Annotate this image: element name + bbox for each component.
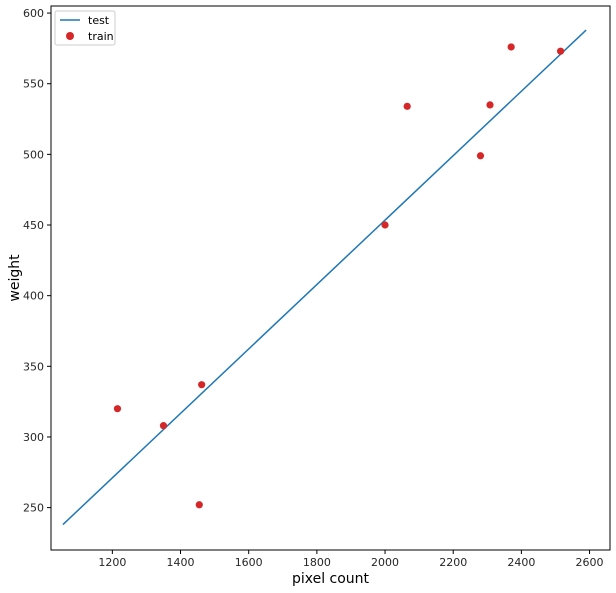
train-point [195,501,203,509]
train-point [507,43,515,51]
y-tick-label: 400 [23,290,44,303]
plot-area [50,5,611,551]
x-tick-label: 2000 [371,556,399,569]
x-tick-label: 1800 [303,556,331,569]
y-tick-label: 250 [23,502,44,515]
y-tick-label: 350 [23,360,44,373]
train-point [556,47,565,55]
y-tick-label: 550 [23,78,44,91]
train-point [381,221,389,229]
train-point [113,405,122,413]
x-tick-label: 2600 [576,556,604,569]
y-tick-label: 500 [23,148,44,161]
x-tick-label: 2400 [507,556,535,569]
x-axis-label: pixel count [292,571,370,587]
x-axis: 1200 1400 1600 1800 2000 2200 2400 2600 [98,550,604,569]
train-point [159,422,168,430]
y-axis: 250 300 350 400 450 500 550 600 [23,7,51,515]
legend-label-test: test [88,14,110,27]
x-tick-label: 1400 [167,556,195,569]
series-layer [62,29,587,526]
x-tick-label: 1200 [98,556,126,569]
plot-frame [50,5,611,551]
legend: test train [54,10,116,46]
legend-label-train: train [88,30,114,43]
train-point [403,102,411,110]
train-point [476,152,485,160]
x-tick-label: 2200 [439,556,467,569]
x-tick-label: 1600 [235,556,263,569]
y-tick-label: 450 [23,219,44,232]
train-point [198,381,206,389]
train-point [486,101,494,109]
y-tick-label: 600 [23,7,44,20]
legend-dot-swatch [66,32,74,40]
y-tick-label: 300 [23,431,44,444]
test-series-line [62,29,587,526]
y-axis-label: weight [7,254,23,302]
